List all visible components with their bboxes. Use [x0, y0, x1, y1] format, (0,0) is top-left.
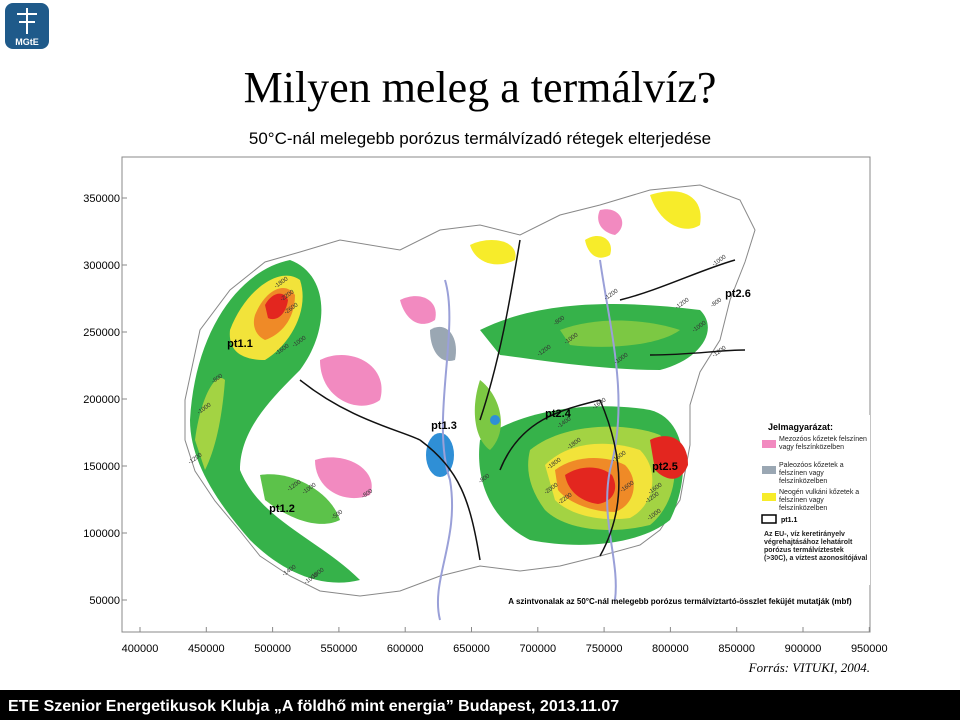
x-axis-label: 600000: [387, 643, 424, 655]
source: Forrás: VITUKI, 2004.: [748, 660, 870, 675]
x-axis-label: 900000: [785, 643, 822, 655]
x-axis-label: 750000: [586, 643, 623, 655]
legend-swatch: [762, 466, 776, 474]
legend-swatch: [761, 514, 777, 524]
legend-boundary-label: pt1.1: [781, 517, 797, 524]
title: Milyen meleg a termálvíz?: [244, 63, 717, 112]
x-axis-label: 700000: [519, 643, 556, 655]
y-axis-label: 350000: [83, 193, 120, 205]
subtitle: 50°C-nál melegebb porózus termálvízadó r…: [249, 129, 711, 148]
legend-box: [760, 415, 870, 585]
footer: ETE Szenior Energetikusok Klubja „A föld…: [8, 698, 619, 715]
legend-item: Paleozóos kőzetek a felszínen vagy felsz…: [779, 462, 844, 485]
x-axis-label: 500000: [254, 643, 291, 655]
logo: MGtE: [5, 3, 49, 49]
note: A szintvonalak az 50°C-nál melegebb poró…: [508, 597, 852, 606]
hungary-map: [184, 184, 756, 621]
y-axis-label: 100000: [83, 528, 120, 540]
region-label: pt2.4: [545, 408, 572, 420]
legend-swatch: [762, 440, 776, 448]
x-axis-label: 450000: [188, 643, 225, 655]
region-label: pt1.1: [227, 338, 253, 350]
legend-item: Mezozóos kőzetek felszínen vagy felszínk…: [779, 436, 867, 451]
legend-title: Jelmagyarázat:: [768, 422, 833, 432]
y-axis-label: 250000: [83, 327, 120, 339]
x-axis-label: 800000: [652, 643, 689, 655]
y-axis-label: 150000: [83, 461, 120, 473]
y-axis-label: 300000: [83, 260, 120, 272]
region-label: pt1.2: [269, 503, 295, 515]
region-label: pt2.5: [652, 461, 678, 473]
legend-swatch: [762, 493, 776, 501]
logo-text: MGtE: [15, 37, 39, 47]
region-label: pt1.3: [431, 420, 457, 432]
y-axis-label: 50000: [89, 595, 120, 607]
x-axis-label: 950000: [851, 643, 888, 655]
legend-boundary-text: Az EU-, víz keretirányelv végrehajtásáho…: [764, 531, 868, 562]
x-axis-label: 650000: [453, 643, 490, 655]
legend-item: Neogén vulkáni kőzetek a felszínen vagy …: [779, 489, 860, 512]
footer-bar: [0, 690, 960, 720]
y-axis-label: 200000: [83, 394, 120, 406]
x-axis-label: 850000: [718, 643, 755, 655]
x-axis-label: 400000: [122, 643, 159, 655]
region-label: pt2.6: [725, 288, 751, 300]
x-axis-label: 550000: [321, 643, 358, 655]
